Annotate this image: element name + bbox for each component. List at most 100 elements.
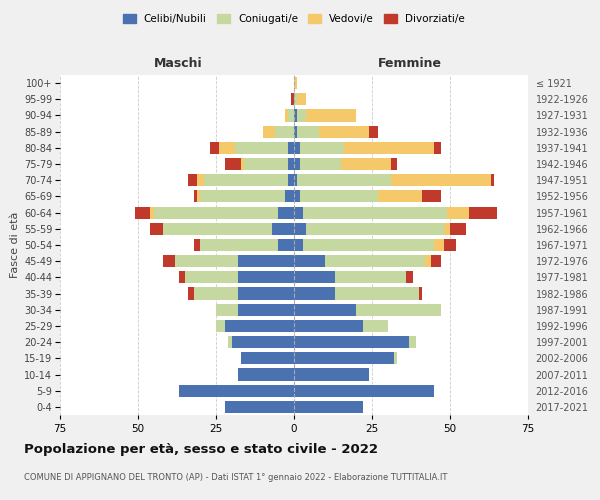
Bar	[294, 384, 434, 397]
Bar	[288, 174, 294, 186]
Text: COMUNE DI APPIGNANO DEL TRONTO (AP) - Dati ISTAT 1° gennaio 2022 - Elaborazione : COMUNE DI APPIGNANO DEL TRONTO (AP) - Da…	[24, 472, 448, 482]
Bar	[335, 272, 406, 283]
Bar	[288, 158, 294, 170]
Legend: Celibi/Nubili, Coniugati/e, Vedovi/e, Divorziati/e: Celibi/Nubili, Coniugati/e, Vedovi/e, Di…	[119, 10, 469, 29]
Bar	[419, 288, 422, 300]
Bar	[425, 255, 431, 268]
Bar	[135, 206, 151, 218]
Bar	[394, 352, 397, 364]
Bar	[291, 93, 294, 106]
Text: Popolazione per età, sesso e stato civile - 2022: Popolazione per età, sesso e stato civil…	[24, 442, 378, 456]
Bar	[297, 126, 319, 138]
Bar	[163, 255, 175, 268]
Bar	[226, 320, 294, 332]
Bar	[294, 288, 335, 300]
Bar	[297, 110, 307, 122]
Bar	[444, 239, 456, 251]
Bar	[284, 190, 294, 202]
Bar	[278, 239, 294, 251]
Bar	[341, 158, 391, 170]
Bar	[238, 368, 294, 380]
Bar	[197, 174, 203, 186]
Bar	[294, 304, 356, 316]
Bar	[297, 93, 307, 106]
Bar	[356, 304, 440, 316]
Bar	[272, 222, 294, 235]
Bar	[188, 174, 197, 186]
Bar	[307, 222, 444, 235]
Bar	[185, 272, 238, 283]
Bar	[444, 222, 450, 235]
Bar	[447, 206, 469, 218]
Bar	[275, 126, 294, 138]
Bar	[469, 206, 497, 218]
Bar	[284, 110, 288, 122]
Bar	[300, 158, 341, 170]
Bar	[406, 272, 413, 283]
Bar	[294, 222, 307, 235]
Y-axis label: Fasce di età: Fasce di età	[10, 212, 20, 278]
Bar	[391, 174, 491, 186]
Bar	[300, 190, 378, 202]
Bar	[226, 401, 294, 413]
Bar	[294, 190, 300, 202]
Bar	[200, 190, 284, 202]
Bar	[294, 239, 304, 251]
Bar	[288, 142, 294, 154]
Bar	[369, 126, 378, 138]
Bar	[241, 158, 244, 170]
Bar	[335, 288, 419, 300]
Bar	[197, 190, 200, 202]
Bar	[294, 320, 362, 332]
Bar	[434, 142, 440, 154]
Bar	[175, 255, 238, 268]
Bar	[179, 272, 185, 283]
Bar	[179, 384, 294, 397]
Bar	[450, 222, 466, 235]
Bar	[491, 174, 494, 186]
Bar	[194, 288, 238, 300]
Bar	[210, 142, 219, 154]
Bar	[294, 368, 369, 380]
Bar	[216, 320, 226, 332]
Bar	[422, 190, 440, 202]
Bar	[362, 320, 388, 332]
Bar	[294, 272, 335, 283]
Bar	[235, 142, 288, 154]
Bar	[325, 255, 425, 268]
Bar	[294, 174, 297, 186]
Bar	[203, 174, 288, 186]
Bar	[219, 142, 235, 154]
Bar	[300, 142, 344, 154]
Bar	[297, 174, 391, 186]
Bar	[294, 206, 304, 218]
Bar	[431, 255, 440, 268]
Bar	[154, 206, 278, 218]
Bar	[163, 222, 272, 235]
Bar	[263, 126, 275, 138]
Bar	[229, 336, 232, 348]
Bar	[304, 239, 434, 251]
Bar	[434, 239, 444, 251]
Bar	[294, 352, 394, 364]
Bar	[319, 126, 369, 138]
Text: Maschi: Maschi	[154, 57, 203, 70]
Bar	[238, 272, 294, 283]
Bar	[294, 126, 297, 138]
Bar	[238, 304, 294, 316]
Bar	[151, 222, 163, 235]
Bar	[378, 190, 422, 202]
Bar	[294, 142, 300, 154]
Bar	[344, 142, 434, 154]
Bar	[278, 206, 294, 218]
Bar	[200, 239, 278, 251]
Bar	[391, 158, 397, 170]
Bar	[307, 110, 356, 122]
Bar	[288, 110, 294, 122]
Bar	[409, 336, 416, 348]
Y-axis label: Anni di nascita: Anni di nascita	[598, 204, 600, 286]
Bar	[294, 401, 362, 413]
Text: Femmine: Femmine	[377, 57, 442, 70]
Bar	[294, 336, 409, 348]
Bar	[194, 239, 200, 251]
